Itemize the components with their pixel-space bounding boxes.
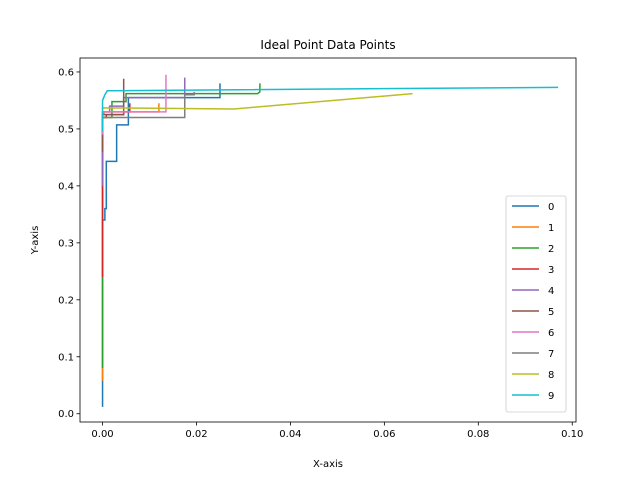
legend-label-7: 7 xyxy=(548,349,554,360)
plot-frame xyxy=(79,57,577,423)
y-axis-label: Y-axis xyxy=(30,226,41,256)
x-axis: 0.00 0.02 0.04 0.06 0.08 0.10 xyxy=(91,422,583,440)
legend-label-5: 5 xyxy=(548,307,554,318)
x-tick-label: 0.10 xyxy=(561,429,583,440)
x-axis-label: X-axis xyxy=(313,459,343,470)
y-tick-label: 0.6 xyxy=(58,67,74,78)
legend-label-9: 9 xyxy=(548,391,554,402)
y-tick-label: 0.3 xyxy=(58,238,74,249)
legend: 0 1 2 3 4 5 6 7 8 9 xyxy=(505,195,567,413)
legend-label-4: 4 xyxy=(548,286,554,297)
x-tick-label: 0.08 xyxy=(467,429,489,440)
y-tick-label: 0.0 xyxy=(58,409,74,420)
y-tick-label: 0.4 xyxy=(58,181,74,192)
series-line-9 xyxy=(101,86,559,132)
x-tick-label: 0.00 xyxy=(91,429,113,440)
x-tick-label: 0.02 xyxy=(185,429,207,440)
series-layer xyxy=(101,74,559,407)
legend-label-6: 6 xyxy=(548,328,554,339)
legend-box xyxy=(505,195,567,413)
legend-label-0: 0 xyxy=(548,202,554,213)
legend-label-2: 2 xyxy=(548,244,554,255)
chart-title: Ideal Point Data Points xyxy=(260,38,395,52)
legend-label-1: 1 xyxy=(548,223,554,234)
legend-label-8: 8 xyxy=(548,370,554,381)
x-tick-label: 0.04 xyxy=(279,429,301,440)
y-tick-label: 0.2 xyxy=(58,295,74,306)
y-axis: 0.0 0.1 0.2 0.3 0.4 0.5 0.6 xyxy=(58,67,80,420)
y-tick-label: 0.5 xyxy=(58,124,74,135)
y-tick-label: 0.1 xyxy=(58,352,74,363)
x-tick-label: 0.06 xyxy=(373,429,395,440)
legend-label-3: 3 xyxy=(548,265,554,276)
